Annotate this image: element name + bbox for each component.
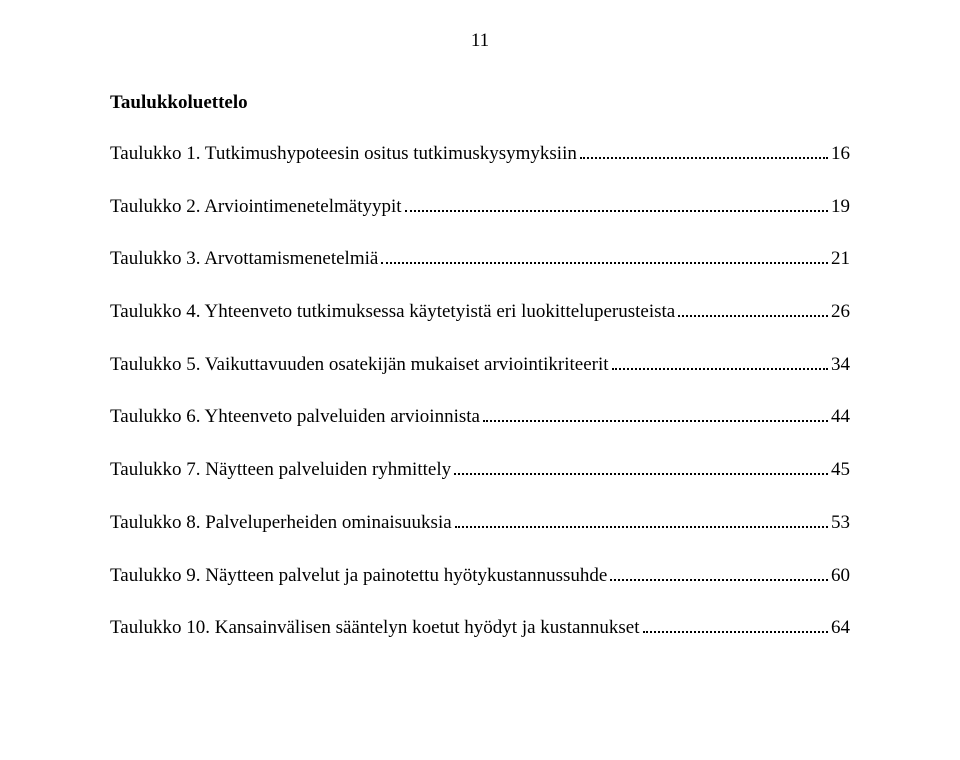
toc-entry: Taulukko 5. Vaikuttavuuden osatekijän mu… bbox=[110, 353, 850, 378]
toc-page-number: 45 bbox=[831, 458, 850, 483]
toc-dots bbox=[612, 368, 828, 370]
toc-page-number: 34 bbox=[831, 353, 850, 378]
toc-label: Taulukko 9. Näytteen palvelut ja painote… bbox=[110, 564, 607, 589]
toc-page-number: 21 bbox=[831, 247, 850, 272]
toc-dots bbox=[405, 210, 828, 212]
toc-page-number: 53 bbox=[831, 511, 850, 536]
toc-heading: Taulukkoluettelo bbox=[110, 92, 850, 114]
toc-entry: Taulukko 1. Tutkimushypoteesin ositus tu… bbox=[110, 142, 850, 167]
toc-entry: Taulukko 3. Arvottamismenetelmiä 21 bbox=[110, 247, 850, 272]
toc-dots bbox=[455, 526, 828, 528]
toc-entry: Taulukko 4. Yhteenveto tutkimuksessa käy… bbox=[110, 300, 850, 325]
toc-dots bbox=[610, 579, 828, 581]
toc-label: Taulukko 2. Arviointimenetelmätyypit bbox=[110, 195, 402, 220]
page-number: 11 bbox=[110, 30, 850, 52]
toc-dots bbox=[678, 315, 828, 317]
toc-dots bbox=[483, 420, 828, 422]
toc-dots bbox=[454, 473, 828, 475]
toc-label: Taulukko 7. Näytteen palveluiden ryhmitt… bbox=[110, 458, 451, 483]
toc-entry: Taulukko 10. Kansainvälisen sääntelyn ko… bbox=[110, 616, 850, 641]
toc-label: Taulukko 1. Tutkimushypoteesin ositus tu… bbox=[110, 142, 577, 167]
toc-label: Taulukko 5. Vaikuttavuuden osatekijän mu… bbox=[110, 353, 609, 378]
toc-page-number: 16 bbox=[831, 142, 850, 167]
toc-label: Taulukko 4. Yhteenveto tutkimuksessa käy… bbox=[110, 300, 675, 325]
toc-label: Taulukko 6. Yhteenveto palveluiden arvio… bbox=[110, 405, 480, 430]
toc-page-number: 44 bbox=[831, 405, 850, 430]
toc-label: Taulukko 8. Palveluperheiden ominaisuuks… bbox=[110, 511, 452, 536]
toc-label: Taulukko 10. Kansainvälisen sääntelyn ko… bbox=[110, 616, 640, 641]
toc-entry: Taulukko 9. Näytteen palvelut ja painote… bbox=[110, 564, 850, 589]
document-page: 11 Taulukkoluettelo Taulukko 1. Tutkimus… bbox=[0, 0, 960, 699]
toc-label: Taulukko 3. Arvottamismenetelmiä bbox=[110, 247, 378, 272]
toc-dots bbox=[580, 157, 828, 159]
toc-entry: Taulukko 2. Arviointimenetelmätyypit 19 bbox=[110, 195, 850, 220]
toc-dots bbox=[381, 262, 828, 264]
toc-page-number: 64 bbox=[831, 616, 850, 641]
toc-page-number: 26 bbox=[831, 300, 850, 325]
toc-entry: Taulukko 7. Näytteen palveluiden ryhmitt… bbox=[110, 458, 850, 483]
toc-entry: Taulukko 8. Palveluperheiden ominaisuuks… bbox=[110, 511, 850, 536]
toc-page-number: 60 bbox=[831, 564, 850, 589]
toc-entry: Taulukko 6. Yhteenveto palveluiden arvio… bbox=[110, 405, 850, 430]
toc-page-number: 19 bbox=[831, 195, 850, 220]
toc-dots bbox=[643, 631, 828, 633]
